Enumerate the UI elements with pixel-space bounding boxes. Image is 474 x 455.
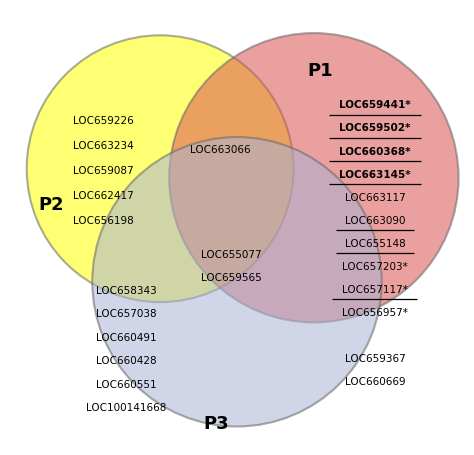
Text: LOC655077: LOC655077 [201,250,262,260]
Text: LOC658343: LOC658343 [96,286,156,296]
Text: LOC659441*: LOC659441* [339,101,411,111]
Text: LOC660551: LOC660551 [96,380,156,390]
Text: LOC659565: LOC659565 [201,273,262,283]
Text: LOC663066: LOC663066 [190,145,251,155]
Text: P2: P2 [39,196,64,214]
Text: LOC663117: LOC663117 [345,192,405,202]
Text: P1: P1 [308,62,334,81]
Text: LOC663234: LOC663234 [73,141,134,151]
Circle shape [27,35,293,302]
Text: LOC660368*: LOC660368* [339,147,410,157]
Text: LOC656198: LOC656198 [73,216,134,226]
Text: P3: P3 [204,415,229,433]
Text: LOC659226: LOC659226 [73,116,134,126]
Text: LOC660491: LOC660491 [96,333,156,343]
Text: LOC659502*: LOC659502* [339,123,410,133]
Text: LOC100141668: LOC100141668 [86,404,166,414]
Text: LOC659087: LOC659087 [73,166,134,176]
Text: LOC656957*: LOC656957* [342,308,408,318]
Text: LOC655148: LOC655148 [345,239,405,249]
Text: LOC657117*: LOC657117* [342,285,408,295]
Text: LOC662417: LOC662417 [73,191,134,201]
Text: LOC657038: LOC657038 [96,309,156,319]
Circle shape [169,33,458,323]
Circle shape [92,137,382,426]
Text: LOC660669: LOC660669 [345,377,405,387]
Text: LOC663145*: LOC663145* [339,170,411,180]
Text: LOC660428: LOC660428 [96,356,156,366]
Text: LOC663090: LOC663090 [345,216,405,226]
Text: LOC657203*: LOC657203* [342,262,408,272]
Text: LOC659367: LOC659367 [345,354,405,364]
